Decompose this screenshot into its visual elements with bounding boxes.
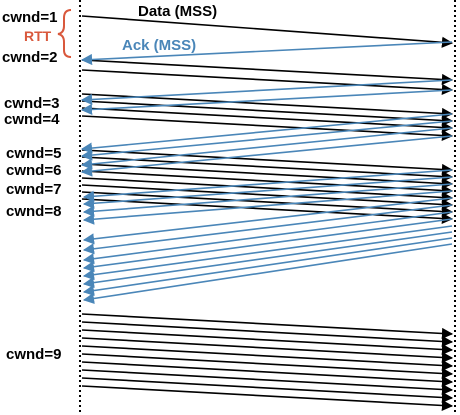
data-arrow <box>81 385 454 412</box>
data-arrow <box>81 115 454 142</box>
ack-arrow <box>82 225 453 281</box>
ack-arrow <box>82 243 453 305</box>
ack-arrow <box>80 41 453 66</box>
ack-arrow <box>82 190 453 225</box>
data-arrow <box>81 15 454 48</box>
cwnd-label: cwnd=2 <box>2 49 57 66</box>
data-arrow <box>81 377 454 404</box>
data-arrow <box>81 107 454 134</box>
ack-arrow <box>82 176 453 209</box>
ack-arrow <box>80 135 453 177</box>
data-arrow <box>81 156 454 183</box>
ack-arrow <box>82 218 453 273</box>
data-arrow <box>81 177 454 204</box>
ack-arrow <box>82 211 453 265</box>
cwnd-label: cwnd=6 <box>6 162 61 179</box>
ack-arrow <box>82 231 453 289</box>
data-arrow <box>81 170 454 197</box>
cwnd-label: cwnd=4 <box>4 111 60 128</box>
ack-arrow <box>82 183 453 217</box>
data-arrow <box>81 321 454 348</box>
data-arrow <box>81 313 454 340</box>
data-arrow <box>81 69 454 96</box>
cwnd-label: cwnd=3 <box>4 95 59 112</box>
data-arrow <box>81 163 454 190</box>
data-arrow <box>81 59 454 86</box>
data-arrow <box>81 191 454 218</box>
cwnd-label: cwnd=8 <box>6 203 61 220</box>
ack-arrow <box>80 113 453 154</box>
cwnd-label: cwnd=7 <box>6 181 61 198</box>
ack-arrow <box>80 120 453 161</box>
rtt-brace <box>57 9 72 58</box>
cwnd-label: cwnd=1 <box>2 9 57 26</box>
ack-arrows <box>80 41 453 305</box>
rtt-label: RTT <box>24 28 52 44</box>
data-arrow <box>81 198 454 225</box>
data-arrow <box>81 337 454 364</box>
ack-arrow <box>82 169 453 202</box>
data-arrow <box>81 100 454 127</box>
ack-arrow <box>82 237 453 297</box>
ack-arrow <box>80 89 453 116</box>
data-arrow <box>81 149 454 176</box>
ack-arrow <box>80 127 453 170</box>
ack-arrow <box>82 204 453 255</box>
data-arrow <box>81 329 454 356</box>
cwnd-label: cwnd=5 <box>6 145 61 162</box>
ack-mss-label: Ack (MSS) <box>122 37 196 54</box>
data-mss-label: Data (MSS) <box>138 3 217 20</box>
data-arrow <box>81 369 454 396</box>
cwnd-label: cwnd=9 <box>6 346 61 363</box>
data-arrow <box>81 353 454 380</box>
data-segment-arrows <box>81 15 454 412</box>
data-arrow <box>81 345 454 372</box>
ack-arrow <box>80 79 453 106</box>
data-arrow <box>81 184 454 211</box>
data-arrow <box>81 361 454 388</box>
ack-arrow <box>82 197 453 245</box>
